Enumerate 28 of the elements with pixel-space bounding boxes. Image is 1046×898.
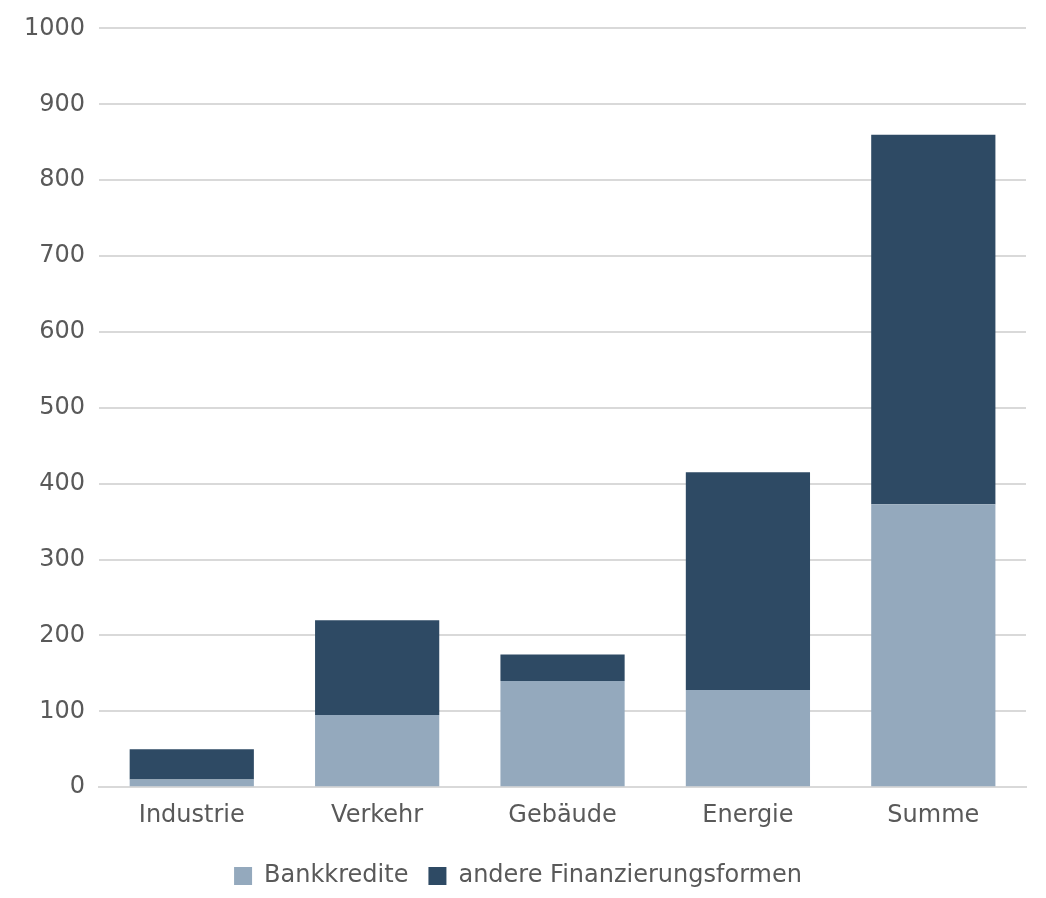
y-tick-label: 400 [39,467,86,496]
y-tick-label: 600 [39,316,86,345]
bar [685,690,811,787]
x-tick-label: Gebäude [508,799,617,828]
bar [500,654,625,681]
y-tick-label: 300 [39,543,86,572]
legend-label: andere Finanzierungsformen [458,860,802,889]
legend-label: Bankkredite [264,860,409,889]
x-tick-label: Industrie [138,799,245,828]
x-tick-label: Summe [887,799,980,828]
bar [129,749,254,780]
bar [871,134,996,505]
bar [685,472,811,691]
bar [315,715,440,787]
x-tick-label: Verkehr [331,799,424,828]
x-tick-label: Energie [702,799,794,828]
bar [500,680,625,787]
y-tick-label: 0 [69,771,86,800]
y-tick-label: 700 [39,240,86,269]
bar [871,504,996,787]
bar [129,779,254,787]
y-tick-label: 800 [39,164,86,193]
y-tick-label: 100 [39,695,86,724]
bar [315,620,440,716]
y-tick-label: 900 [39,88,86,117]
y-tick-label: 1000 [24,12,86,41]
y-tick-label: 500 [39,392,86,421]
y-tick-label: 200 [39,619,86,648]
